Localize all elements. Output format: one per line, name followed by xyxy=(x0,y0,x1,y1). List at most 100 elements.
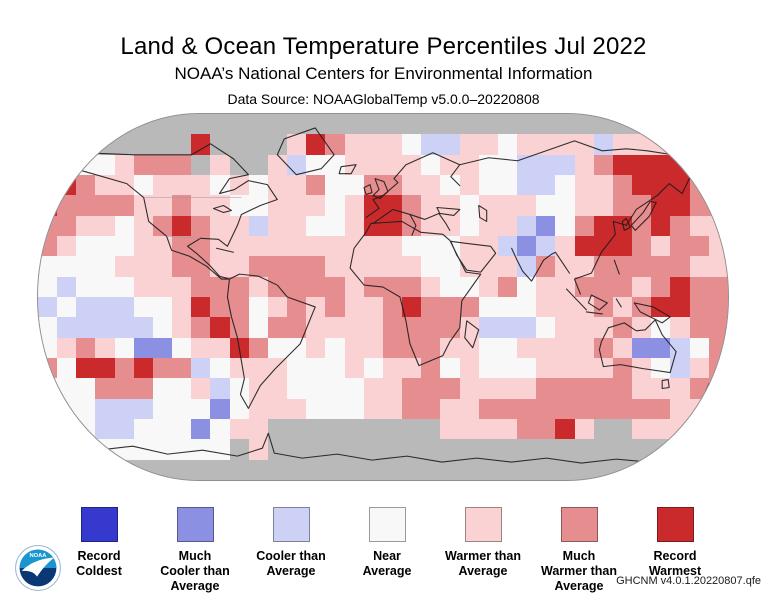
map-cell xyxy=(382,256,403,277)
map-cell xyxy=(210,317,230,338)
map-cell xyxy=(152,175,173,196)
map-cell xyxy=(421,215,441,236)
map-cell xyxy=(402,215,422,236)
map-cell xyxy=(191,297,211,318)
map-cell xyxy=(38,439,58,460)
map-cell xyxy=(229,297,249,318)
map-cell xyxy=(555,378,575,399)
map-cell xyxy=(114,398,134,419)
map-cell xyxy=(708,317,728,338)
map-cell xyxy=(325,154,345,175)
map-cell xyxy=(497,215,518,236)
map-cell xyxy=(344,459,364,480)
map-cell xyxy=(536,215,556,236)
map-cell xyxy=(38,297,58,318)
map-cell xyxy=(382,317,403,338)
map-cell xyxy=(574,439,594,460)
map-cell xyxy=(574,195,594,216)
map-cell xyxy=(287,398,307,419)
map-cell xyxy=(497,114,518,135)
map-cell xyxy=(114,256,134,277)
map-cell xyxy=(593,419,613,440)
map-cell xyxy=(248,195,268,216)
map-cell xyxy=(229,175,249,196)
map-cell xyxy=(114,195,134,216)
map-cell xyxy=(517,175,537,196)
map-cell xyxy=(478,134,498,155)
map-cell xyxy=(612,236,633,257)
map-cell xyxy=(172,134,192,155)
map-cell xyxy=(536,236,556,257)
map-cell xyxy=(152,195,173,216)
map-cell xyxy=(459,398,479,419)
map-cell xyxy=(267,114,288,135)
map-cell xyxy=(593,256,613,277)
map-cell xyxy=(363,419,383,440)
map-cell xyxy=(76,317,96,338)
map-cell xyxy=(76,378,96,399)
map-cell xyxy=(382,154,403,175)
map-cell xyxy=(172,439,192,460)
map-cell xyxy=(133,398,153,419)
map-cell xyxy=(191,398,211,419)
map-cell xyxy=(612,398,633,419)
map-cell xyxy=(191,236,211,257)
map-cell xyxy=(574,154,594,175)
map-cell xyxy=(421,317,441,338)
map-cell xyxy=(267,337,288,358)
map-cell xyxy=(517,134,537,155)
map-cell xyxy=(632,317,652,338)
map-cell xyxy=(440,378,460,399)
map-cell xyxy=(593,439,613,460)
map-cell xyxy=(421,276,441,297)
map-cell xyxy=(172,378,192,399)
noaa-bird-icon xyxy=(21,557,55,577)
legend: Record Coldest Much Cooler than Average Coole… xyxy=(51,507,723,594)
map-cell xyxy=(593,337,613,358)
map-cell xyxy=(210,195,230,216)
map-cell xyxy=(191,419,211,440)
map-cell xyxy=(708,134,728,155)
map-cell xyxy=(325,317,345,338)
map-cell xyxy=(670,175,690,196)
map-cell xyxy=(344,419,364,440)
map-cell xyxy=(574,378,594,399)
map-cell xyxy=(152,419,173,440)
legend-swatch-much_cooler xyxy=(176,507,214,542)
map-cell xyxy=(306,297,326,318)
map-cell xyxy=(95,215,115,236)
map-cell xyxy=(689,114,709,135)
map-cell xyxy=(152,236,173,257)
map-cell xyxy=(267,459,288,480)
map-cell xyxy=(670,195,690,216)
map-cell xyxy=(689,175,709,196)
map-cell xyxy=(248,134,268,155)
map-cell xyxy=(133,134,153,155)
map-cell xyxy=(497,195,518,216)
map-cell xyxy=(133,195,153,216)
map-cell xyxy=(172,337,192,358)
map-cell xyxy=(497,439,518,460)
legend-label: Record Warmest xyxy=(648,549,702,578)
map-cell xyxy=(363,114,383,135)
map-cell xyxy=(536,358,556,379)
map-cell xyxy=(593,358,613,379)
map-cell xyxy=(57,215,77,236)
map-cell xyxy=(459,276,479,297)
map-cell xyxy=(172,317,192,338)
map-cell xyxy=(248,297,268,318)
map-cell xyxy=(670,114,690,135)
map-cell xyxy=(593,297,613,318)
map-cell xyxy=(670,276,690,297)
map-cell xyxy=(210,419,230,440)
map-cell xyxy=(497,378,518,399)
map-cell xyxy=(306,317,326,338)
map-cell xyxy=(440,419,460,440)
map-cell xyxy=(440,297,460,318)
map-cell xyxy=(670,154,690,175)
map-cell xyxy=(133,378,153,399)
map-cell xyxy=(172,256,192,277)
map-cell xyxy=(555,236,575,257)
map-cell xyxy=(172,276,192,297)
